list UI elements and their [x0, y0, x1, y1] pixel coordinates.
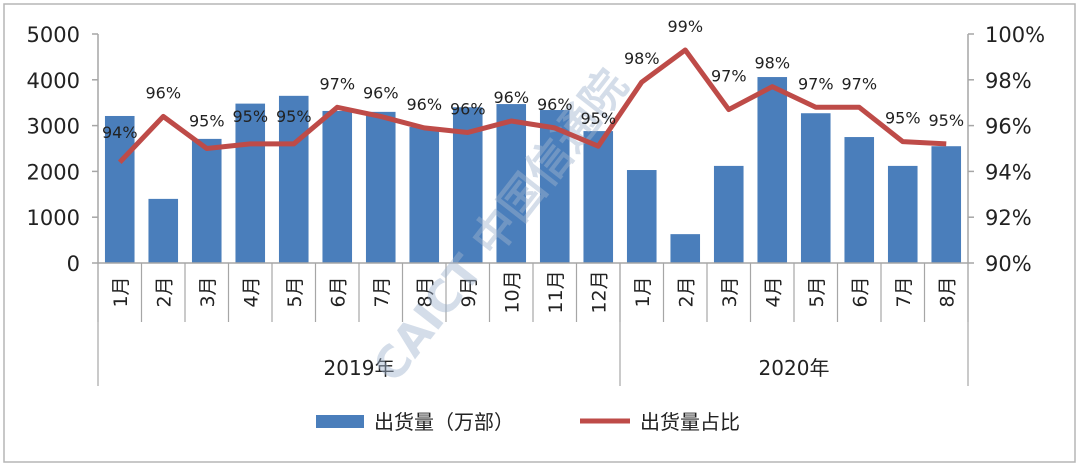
x-axis-tick-label: 4月	[762, 276, 784, 307]
bar	[409, 127, 439, 263]
data-label: 97%	[798, 74, 834, 93]
x-axis-tick-label: 2月	[675, 276, 697, 307]
right-axis-tick-label: 94%	[985, 160, 1032, 184]
data-label: 96%	[450, 99, 486, 118]
x-axis-tick-label: 3月	[719, 276, 741, 307]
x-axis-tick-label: 1月	[632, 276, 654, 307]
left-axis-tick-label: 0	[67, 252, 80, 276]
x-axis-tick-label: 6月	[849, 276, 871, 307]
bar	[670, 234, 700, 263]
bar	[627, 170, 657, 263]
data-label: 96%	[363, 83, 399, 102]
data-label: 97%	[711, 67, 747, 86]
x-axis-tick-label: 10月	[501, 270, 523, 313]
left-axis-tick-label: 5000	[27, 23, 80, 47]
data-label: 95%	[276, 107, 312, 126]
left-axis-tick-label: 1000	[27, 206, 80, 230]
x-axis-tick-label: 5月	[806, 276, 828, 307]
x-axis-tick-label: 1月	[110, 276, 132, 307]
right-axis-tick-label: 90%	[985, 252, 1032, 276]
x-axis-tick-label: 3月	[197, 276, 219, 307]
data-label: 95%	[580, 109, 616, 128]
x-axis-tick-label: 12月	[588, 270, 610, 313]
data-label: 96%	[493, 88, 529, 107]
group-label: 2020年	[759, 356, 830, 380]
x-axis-tick-label: 6月	[327, 276, 349, 307]
right-axis-tick-label: 96%	[985, 115, 1032, 139]
x-axis-tick-label: 11月	[545, 270, 567, 313]
right-axis-tick-label: 100%	[985, 23, 1045, 47]
data-label: 95%	[189, 112, 225, 131]
x-axis-tick-label: 7月	[371, 276, 393, 307]
data-label: 95%	[885, 109, 921, 128]
legend-line-label: 出货量占比	[640, 410, 740, 434]
data-label: 98%	[754, 54, 790, 73]
legend-bar-label: 出货量（万部）	[374, 410, 514, 434]
left-axis-tick-label: 2000	[27, 160, 80, 184]
data-label: 96%	[406, 95, 442, 114]
right-axis-tick-label: 92%	[985, 206, 1032, 230]
bar	[148, 199, 178, 263]
bar	[235, 104, 265, 263]
bar	[757, 77, 787, 263]
data-label: 96%	[145, 83, 181, 102]
data-label: 98%	[624, 49, 660, 68]
left-axis-tick-label: 3000	[27, 115, 80, 139]
data-label: 94%	[102, 123, 138, 142]
bar	[801, 113, 831, 263]
x-axis-tick-label: 5月	[284, 276, 306, 307]
bar	[192, 139, 222, 263]
data-label: 96%	[537, 95, 573, 114]
bar	[366, 112, 396, 263]
bar	[844, 137, 874, 263]
data-label: 95%	[928, 111, 964, 130]
data-label: 99%	[667, 17, 703, 36]
x-axis-tick-label: 4月	[240, 276, 262, 307]
right-axis-tick-label: 98%	[985, 69, 1032, 93]
data-label: 97%	[319, 74, 355, 93]
data-label: 95%	[232, 107, 268, 126]
left-axis-tick-label: 4000	[27, 69, 80, 93]
bar	[322, 111, 352, 263]
bar	[714, 166, 744, 263]
x-axis-tick-label: 2月	[153, 276, 175, 307]
data-label: 97%	[841, 74, 877, 93]
bar	[888, 166, 918, 263]
x-axis-tick-label: 8月	[936, 276, 958, 307]
x-axis-tick-label: 7月	[893, 276, 915, 307]
legend-bar-swatch	[316, 415, 364, 428]
bar	[931, 146, 961, 263]
